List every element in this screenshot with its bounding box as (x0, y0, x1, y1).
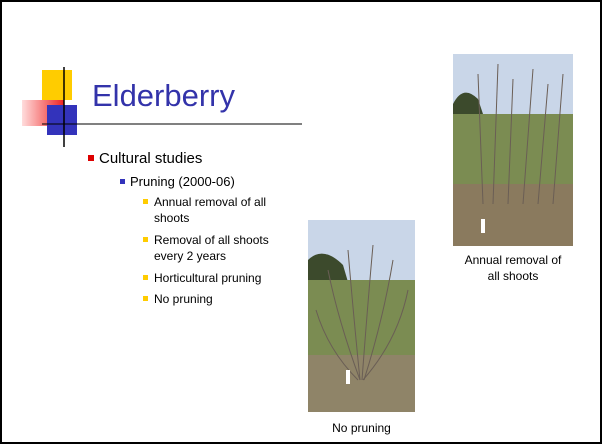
bullet-text: No pruning (154, 291, 294, 307)
bullet (143, 296, 148, 301)
photo (453, 54, 573, 246)
photo-caption: No pruning (308, 420, 415, 436)
slide: Elderberry Cultural studies Pruning (200… (0, 0, 602, 444)
bullet-text: Pruning (2000-06) (130, 174, 235, 189)
photo (308, 220, 415, 412)
bullet (143, 199, 148, 204)
slide-title: Elderberry (92, 78, 235, 114)
bullet (120, 179, 125, 184)
bullet-text: Removal of all shoots every 2 years (154, 232, 294, 264)
bullet (88, 155, 94, 161)
bullet-text: Annual removal of all shoots (154, 194, 294, 226)
bullet (143, 275, 148, 280)
bullet-text: Horticultural pruning (154, 270, 294, 286)
bullet-text: Cultural studies (99, 150, 202, 167)
bullet (143, 237, 148, 242)
photo-caption: Annual removal of all shoots (458, 252, 568, 284)
